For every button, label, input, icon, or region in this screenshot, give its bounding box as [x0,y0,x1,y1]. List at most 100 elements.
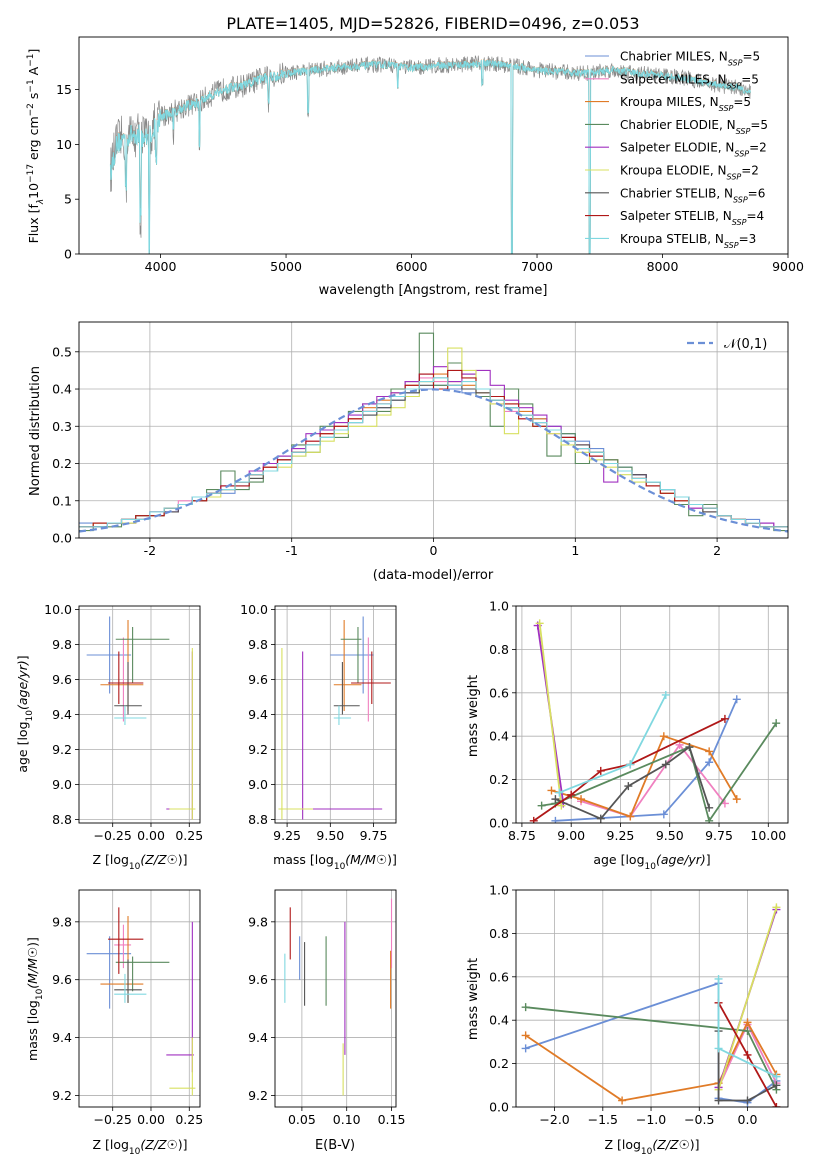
x-tick-label: 10.00 [750,828,786,843]
spectrum-panel: 4000 5000 6000 7000 8000 9000 0 5 10 15 wavelength… [26,36,804,298]
x-tick-label: −1.5 [588,1112,618,1127]
y-tick-label: 0.4 [52,382,72,397]
x-tick-label: 9.75 [360,828,388,843]
x-axis-label: Z [log10(Z/Z☉)] [604,1137,699,1157]
weight-point-marker [567,790,576,799]
axes-frame [515,889,789,1108]
x-tick-label: 9.25 [607,828,635,843]
weight-series-6 [717,1031,777,1102]
x-tick-label: 0.0 [738,1112,758,1127]
x-tick-label: 9.25 [273,828,301,843]
weight-lines [521,903,781,1107]
y-axis-label: mass weight [466,675,481,757]
weight-point-marker [537,801,546,810]
weight-point-marker [705,747,714,756]
axes-frame [274,605,397,824]
weight-point-marker [596,814,605,823]
y-tick-label: 10.0 [240,602,268,617]
weight-point-marker [714,1044,723,1053]
weight-series-5 [538,623,563,806]
weight-point-marker [685,743,694,752]
weight-vs-age-panel: 8.75 9.00 9.25 9.50 9.75 10.00 0.0 0.2 0.4 0.6 0.8… [466,599,789,872]
figure-title: PLATE=1405, MJD=52826, FIBERID=0496, z=0… [226,14,639,33]
y-tick-label: 9.2 [248,1088,268,1103]
x-tick-label: 7000 [521,259,553,274]
errorbars [284,898,393,1096]
spectrum-lines [109,55,751,254]
x-axis-label: Z [log10(Z/Z☉)] [92,852,187,872]
y-tick-label: 5 [64,192,72,207]
y-tick-label: 9.6 [52,972,72,987]
weight-point-marker [659,810,668,819]
x-axis-label: Z [log10(Z/Z☉)] [92,1137,187,1157]
y-tick-label: 0 [64,247,72,262]
x-tick-label: −0.5 [684,1112,714,1127]
weight-point-marker [626,812,635,821]
weight-point-marker [772,903,781,912]
age-vs-mass-panel: 9.25 9.50 9.75 8.8 9.0 9.2 9.4 9.6 9.8 10.0 mass [… [240,602,397,872]
x-tick-label: 8.75 [508,828,536,843]
y-tick-label: 0.2 [489,772,509,787]
weight-point-marker [772,719,781,728]
legend-label: Kroupa ELODIE, NSSP=2 [620,164,759,182]
weight-lines [529,619,781,823]
normal-reference-curve [79,388,788,533]
weight-point-marker [661,690,670,699]
weight-point-marker [618,1096,627,1105]
x-axis-label: age [log10(age/yr)] [593,852,710,872]
y-tick-label: 9.4 [248,707,268,722]
y-tick-label: 0.0 [489,1100,509,1115]
legend-label: Salpeter MILES, NSSP=5 [620,72,759,90]
weight-vs-metallicity-panel: −2.0 −1.5 −1.0 −0.5 0.0 0.0 0.2 0.4 0.6 0.8 1.0 Z [… [466,883,789,1157]
weight-point-marker [743,1050,752,1059]
errorbars [86,616,196,820]
y-tick-label: 8.8 [248,812,268,827]
residual-distribution-panel: -2 -1 0 1 2 0.0 0.1 0.2 0.3 0.4 0.5 𝒩(0,1) (data-mod… [28,321,789,583]
weight-point-marker [732,695,741,704]
y-tick-label: 9.2 [248,742,268,757]
weight-series-3 [541,722,777,823]
legend-label: Salpeter ELODIE, NSSP=2 [620,141,767,159]
weight-series-1 [580,743,726,818]
errorbars [86,907,196,1096]
weight-point-marker [714,1096,723,1105]
y-tick-label: 0.0 [489,816,509,831]
x-tick-label: 9.50 [316,828,344,843]
x-tick-label: 1 [571,543,579,558]
weight-series-6 [555,745,711,820]
y-tick-label: 9.8 [248,914,268,929]
weight-point-marker [743,1018,752,1027]
histogram-8 [79,377,788,528]
y-tick-label: 9.8 [52,914,72,929]
axes-frame [78,889,201,1108]
x-tick-label: 9.75 [705,828,733,843]
y-tick-label: 0.3 [52,419,72,434]
axes-frame [78,605,201,824]
axes-frame [78,36,789,255]
axes-frame [78,321,789,539]
legend-label: Chabrier STELIB, NSSP=6 [620,186,765,204]
y-tick-label: 0.2 [489,1056,509,1071]
weight-point-marker [596,766,605,775]
weight-point-marker [529,816,538,823]
y-tick-label: 9.6 [248,672,268,687]
weight-series-2 [551,735,738,818]
x-tick-label: −0.25 [94,828,132,843]
legend-label: Salpeter STELIB, NSSP=4 [620,209,764,227]
weight-series-5 [717,907,778,1090]
weight-point-marker [705,758,714,767]
model-spectrum-line [110,59,751,254]
weight-point-marker [732,795,741,804]
mass-vs-metallicity-panel: −0.25 0.00 0.25 9.2 9.4 9.6 9.8 Z [log10(Z/Z☉)]… [25,889,203,1157]
weight-point-marker [772,1072,781,1081]
y-tick-label: 9.2 [52,1088,72,1103]
x-tick-label: 9.00 [557,828,585,843]
y-tick-label: 0.2 [52,456,72,471]
y-axis-label: mass [log10(M/M☉)] [25,937,45,1061]
weight-point-marker [720,714,729,723]
y-tick-label: 0.6 [489,685,509,700]
weight-point-marker [661,760,670,769]
y-tick-label: 8.8 [52,812,72,827]
axes-frame [274,889,397,1108]
x-tick-label: -2 [144,543,156,558]
